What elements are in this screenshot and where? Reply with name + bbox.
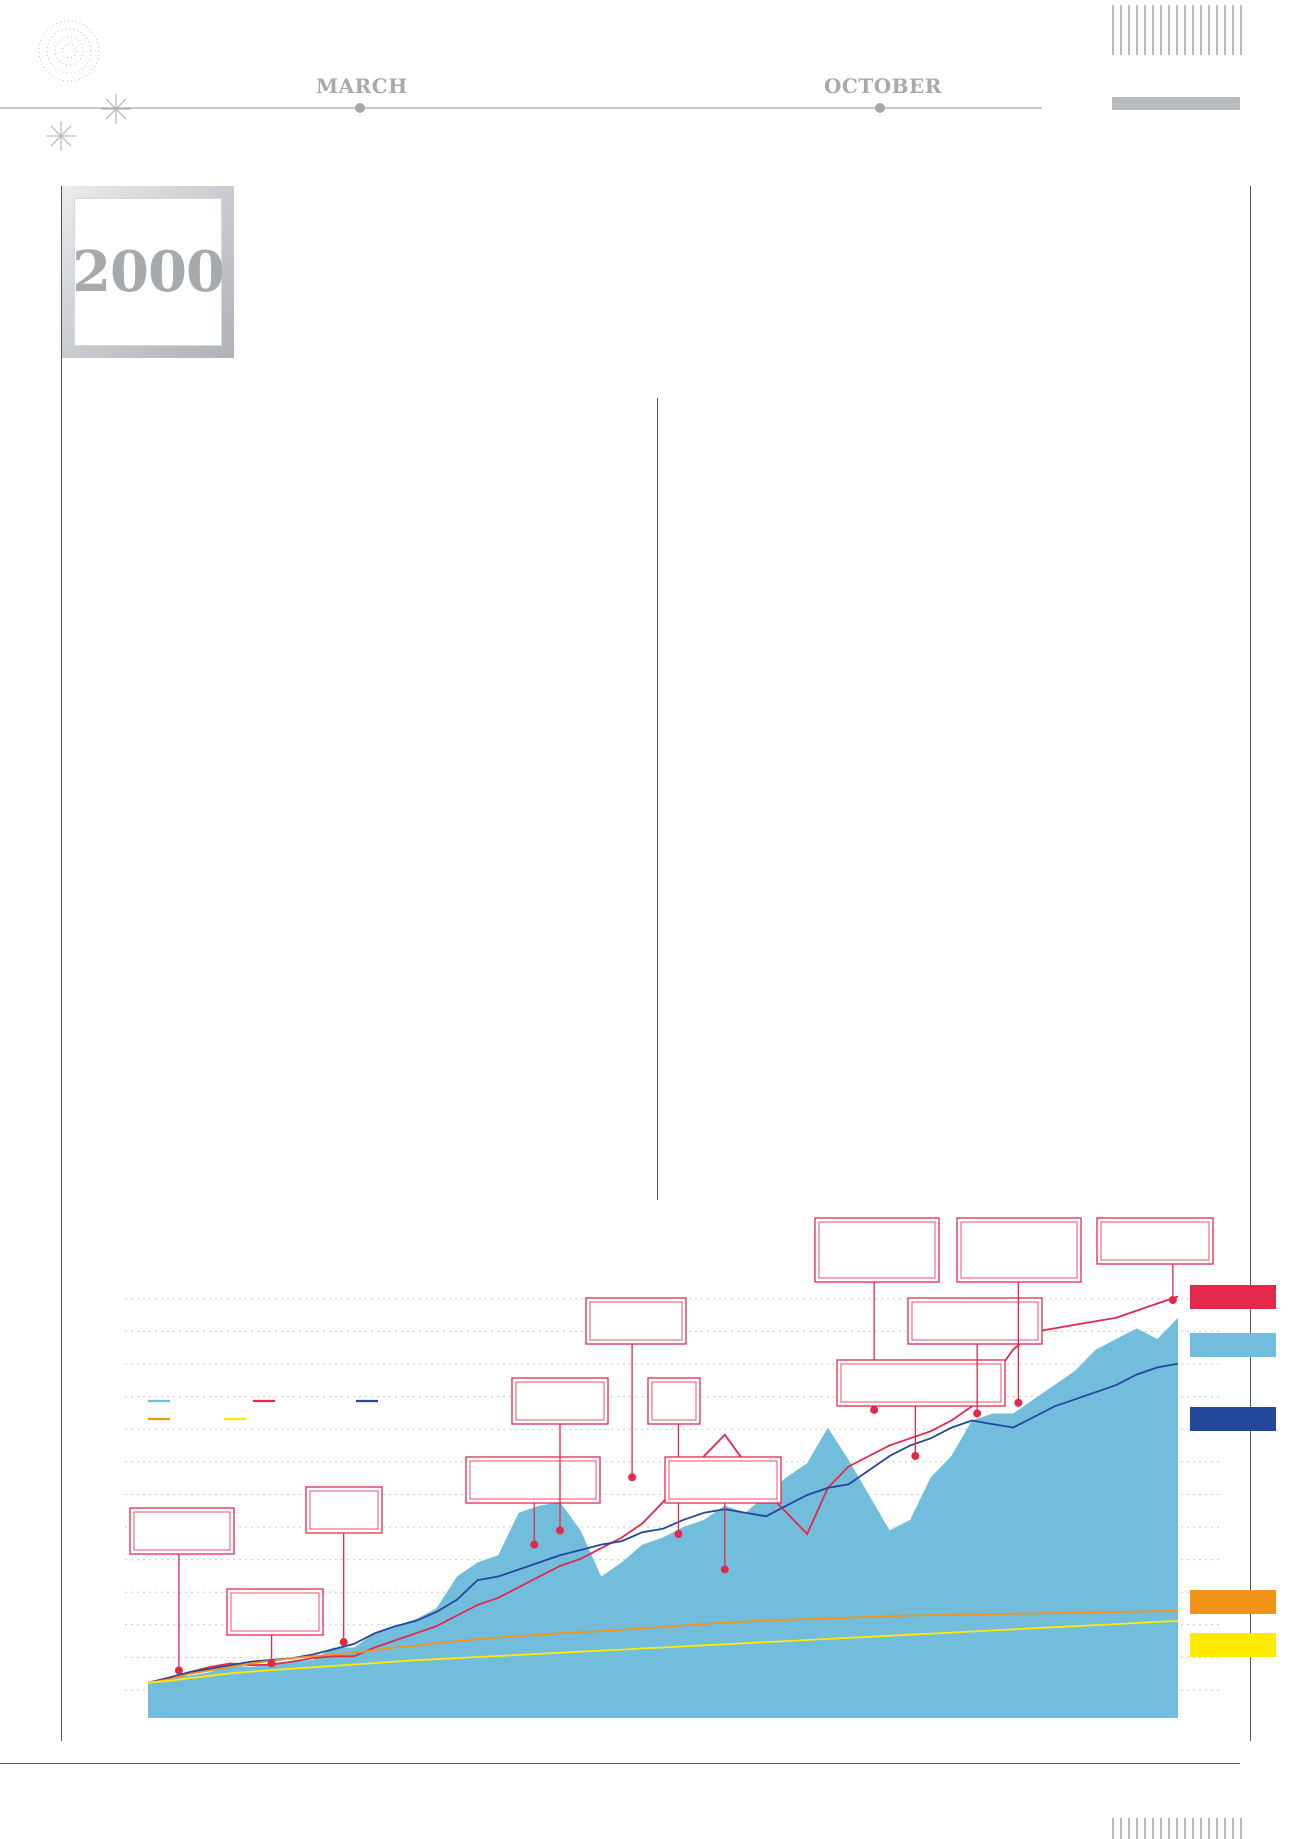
year-label: 2000	[72, 239, 225, 305]
annotation-box-inner	[1100, 1221, 1210, 1261]
annotation-box	[836, 1359, 1006, 1407]
legend-swatch-blue-area	[1190, 1333, 1276, 1357]
annotation-box-inner	[589, 1301, 683, 1341]
annotation-point	[911, 1452, 920, 1460]
legend-swatch-orange-series	[1190, 1590, 1276, 1614]
legend-swatch-red-series	[1190, 1285, 1276, 1309]
annotation-box-inner	[309, 1490, 379, 1530]
year-badge: 2000	[62, 186, 234, 358]
annotation-point	[870, 1405, 879, 1414]
annotation-box-inner	[469, 1460, 597, 1500]
annotation-box	[647, 1377, 701, 1425]
annotation-point	[1014, 1398, 1023, 1407]
left-vertical-rule	[61, 186, 63, 1741]
area-series	[148, 1317, 1178, 1718]
annotation-box-inner	[133, 1511, 231, 1551]
line-series-1	[147, 1295, 1179, 1684]
timeline-dot-october	[875, 103, 885, 113]
timeline-dot-march	[355, 103, 365, 113]
annotation-box	[511, 1377, 609, 1425]
header-ornament	[0, 5, 1242, 151]
header-grey-bar	[1112, 97, 1240, 110]
annotation-box	[664, 1456, 782, 1504]
annotation-box-inner	[668, 1460, 778, 1500]
annotation-point	[267, 1659, 276, 1668]
annotation-box	[1096, 1217, 1214, 1265]
line-series-4	[147, 1620, 1179, 1684]
annotation-point	[530, 1540, 539, 1549]
annotation-box	[129, 1507, 235, 1555]
annotation-box-inner	[651, 1381, 697, 1421]
annotation-box-inner	[230, 1592, 320, 1632]
bottom-rule	[0, 1763, 1240, 1765]
annotation-box	[907, 1297, 1043, 1345]
sparkle-icon	[46, 94, 131, 151]
annotation-box-inner	[911, 1301, 1039, 1341]
annotation-box	[305, 1486, 383, 1534]
annotation-point	[674, 1530, 683, 1538]
right-vertical-rule	[1250, 186, 1252, 1741]
annotation-point	[556, 1526, 564, 1535]
annotation-point	[973, 1409, 982, 1418]
annotation-point	[628, 1473, 637, 1482]
annotation-box-inner	[818, 1221, 936, 1279]
annotation-box	[226, 1588, 324, 1636]
annotation-point	[720, 1565, 729, 1574]
legend-swatch-yellow-series	[1190, 1633, 1276, 1657]
annotation-box	[465, 1456, 601, 1504]
annotation-box-inner	[840, 1363, 1002, 1403]
annotation-box	[585, 1297, 687, 1345]
line-series-2	[147, 1362, 1179, 1684]
annotation-point	[339, 1638, 348, 1647]
emblem-icon	[38, 20, 100, 82]
footer-barcode-icon	[1112, 1818, 1242, 1839]
annotation-box	[956, 1217, 1082, 1283]
annotation-box-inner	[515, 1381, 605, 1421]
line-series-3	[147, 1610, 1179, 1684]
month-label-march: MARCH	[316, 74, 408, 98]
annotation-point	[174, 1666, 183, 1675]
annotation-box-inner	[960, 1221, 1078, 1279]
barcode-icon	[1112, 5, 1242, 55]
column-divider	[657, 398, 659, 1200]
annotation-box	[814, 1217, 940, 1283]
legend-swatch-navy-series	[1190, 1407, 1276, 1431]
annotation-point	[1168, 1296, 1177, 1304]
month-label-october: OCTOBER	[824, 74, 942, 98]
